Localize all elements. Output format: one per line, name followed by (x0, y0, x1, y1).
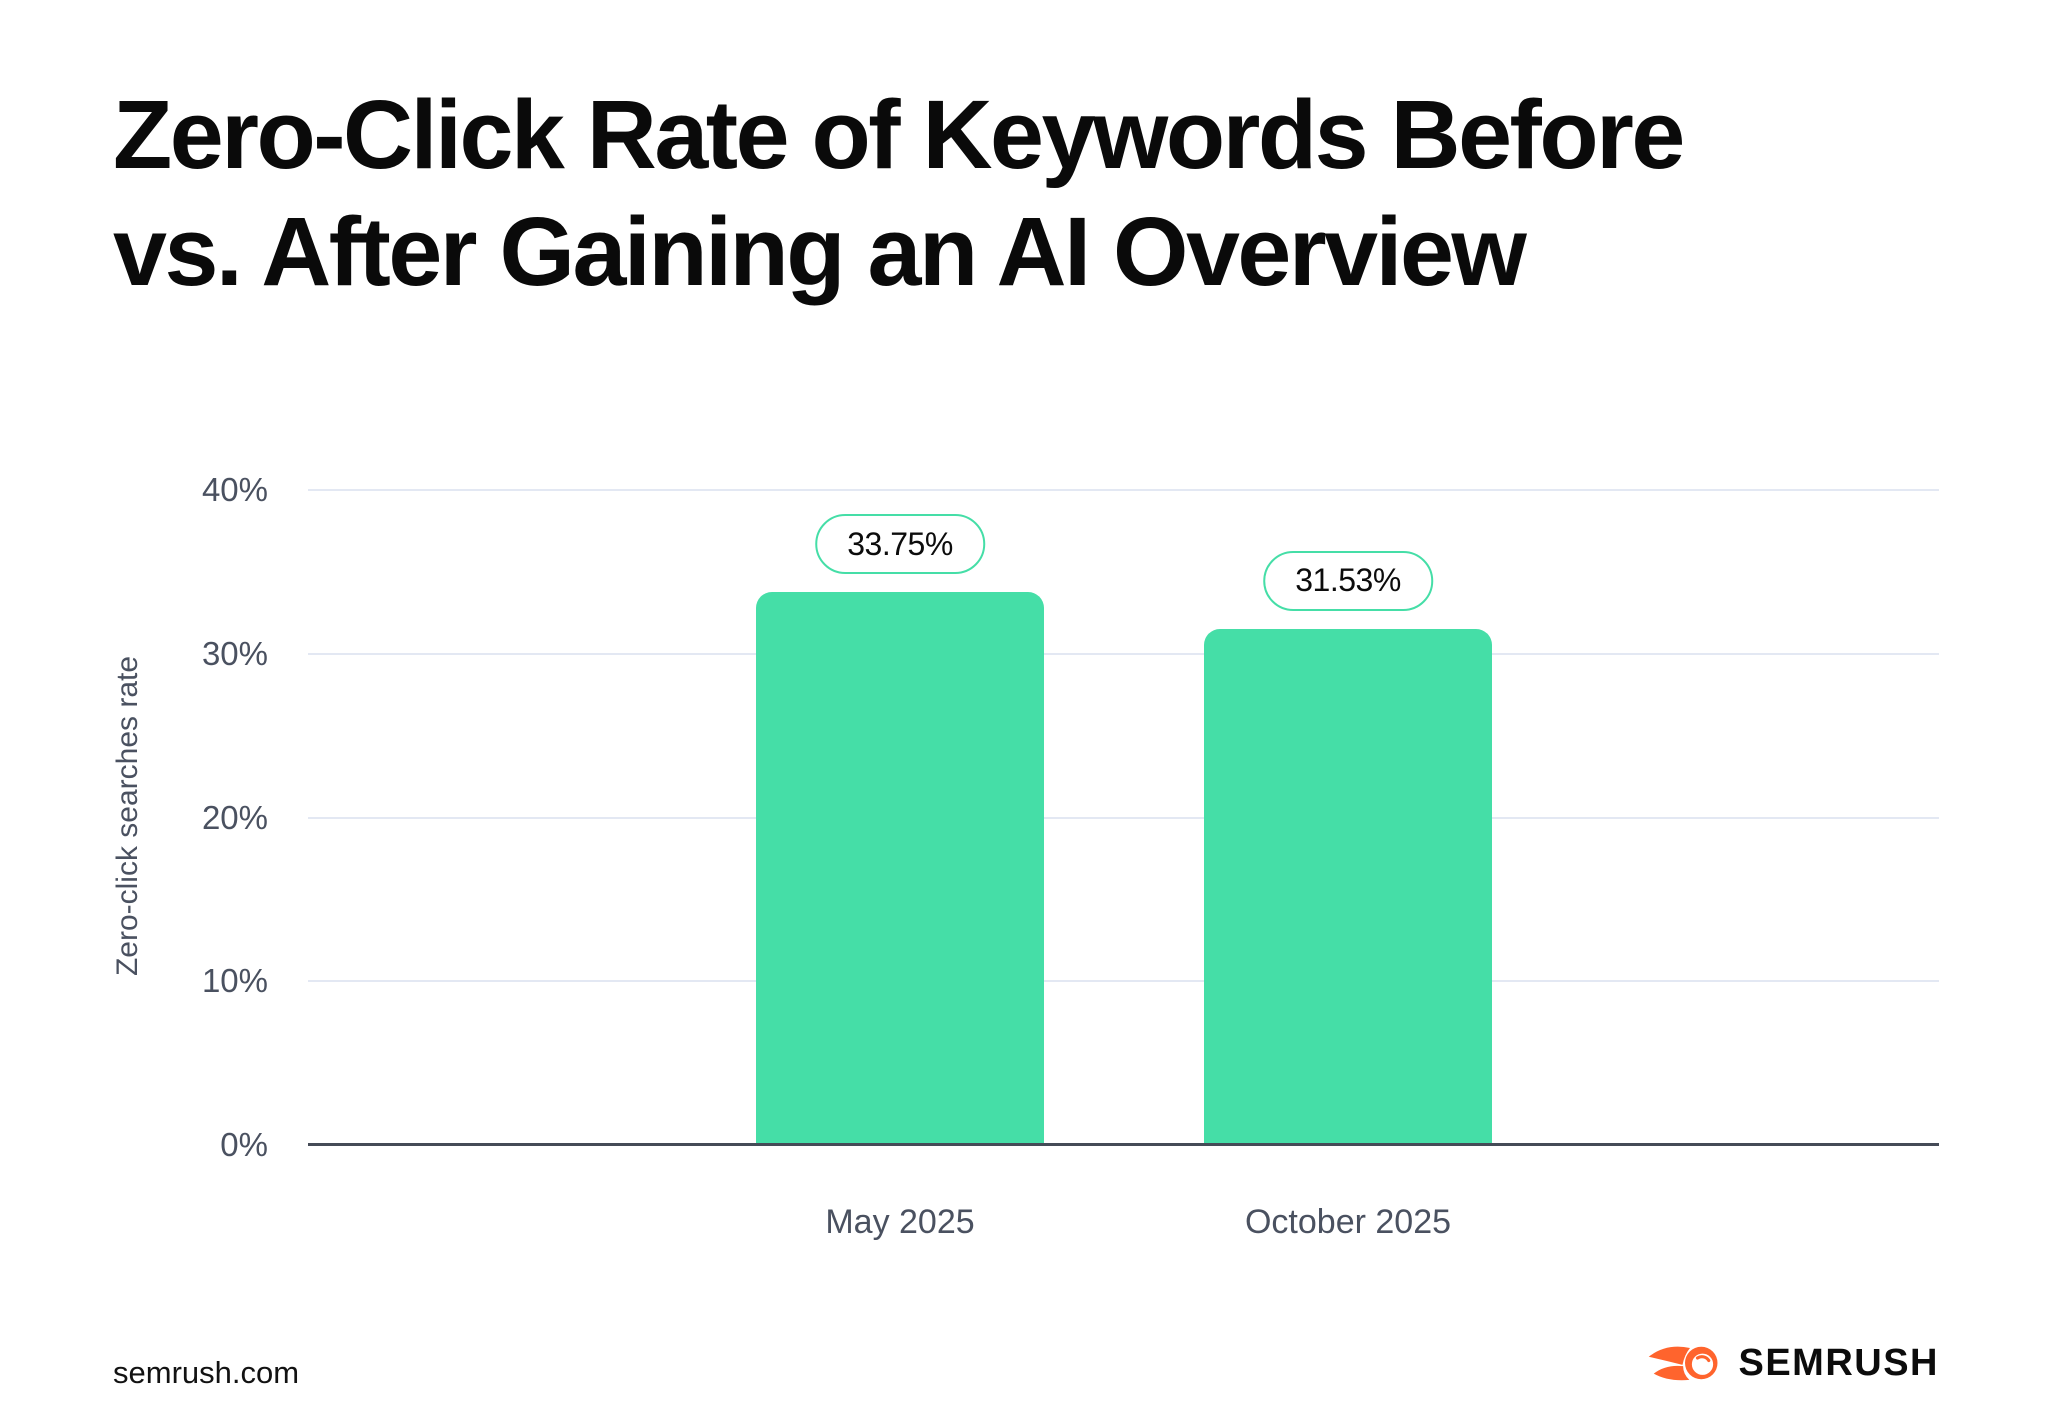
data-label-october-2025: 31.53% (1263, 550, 1433, 611)
bar-may-2025 (756, 592, 1044, 1145)
gridline-10% (308, 980, 1939, 983)
y-tick-0%: 0% (220, 1126, 268, 1163)
semrush-flame-icon (1649, 1346, 1718, 1381)
source-url: semrush.com (113, 1355, 300, 1390)
gridline-20% (308, 816, 1939, 819)
x-axis-line (308, 1143, 1939, 1146)
chart-title-line-1: Zero-Click Rate of Keywords Before (113, 80, 1685, 189)
y-tick-30%: 30% (201, 634, 268, 672)
data-label-may-2025: 33.75% (815, 514, 985, 575)
chart-title-line-2: vs. After Gaining an AI Overview (113, 197, 1527, 306)
semrush-logo: SEMRUSH (1647, 1338, 1939, 1388)
y-tick-10%: 10% (201, 962, 268, 1000)
bar-october-2025 (1204, 628, 1492, 1145)
x-tick-october-2025: October 2025 (1244, 1203, 1452, 1241)
x-tick-may-2025: May 2025 (825, 1203, 975, 1241)
y-tick-40%: 40% (201, 471, 268, 508)
y-tick-20%: 20% (201, 798, 268, 836)
semrush-wordmark: SEMRUSH (1738, 1341, 1939, 1384)
plot-area: 0% 10% 20% 30% 40% 33.75% May 2025 31.53% Octobe… (202, 471, 1939, 1241)
chart-title: Zero-Click Rate of Keywords Before vs. A… (113, 76, 1685, 310)
gridline-30% (308, 652, 1939, 655)
gridline-40% (308, 489, 1939, 491)
